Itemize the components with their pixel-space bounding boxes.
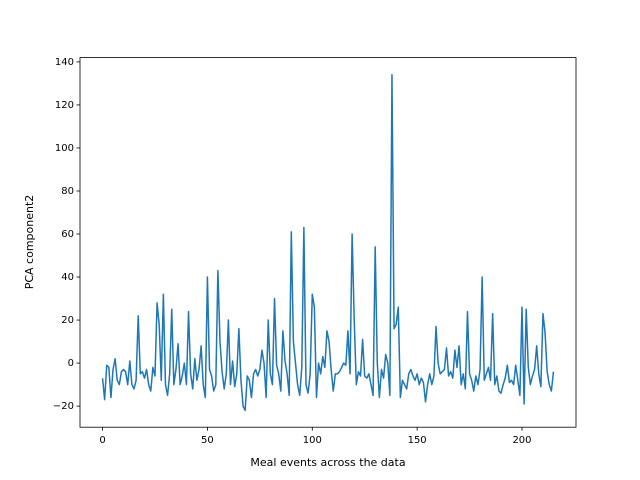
- x-tick-label: 100: [303, 435, 322, 446]
- y-tick-label: 80: [61, 186, 74, 197]
- data-line: [101, 74, 555, 412]
- y-tick-label: 20: [61, 315, 74, 326]
- y-tick-label: 0: [68, 358, 74, 369]
- x-tick-label: 50: [201, 435, 214, 446]
- y-tick-label: 140: [55, 57, 74, 68]
- x-tick-label: 200: [512, 435, 531, 446]
- y-tick-label: 120: [55, 100, 74, 111]
- y-tick-label: 40: [61, 272, 74, 283]
- y-tick-label: 60: [61, 229, 74, 240]
- y-axis-label: PCA component2: [23, 195, 36, 290]
- plot-frame: [79, 57, 577, 428]
- x-tick-label: 0: [99, 435, 105, 446]
- x-tick-label: 150: [408, 435, 427, 446]
- y-tick-label: −20: [53, 401, 74, 412]
- x-axis-label: Meal events across the data: [250, 456, 405, 469]
- y-tick-label: 100: [55, 143, 74, 154]
